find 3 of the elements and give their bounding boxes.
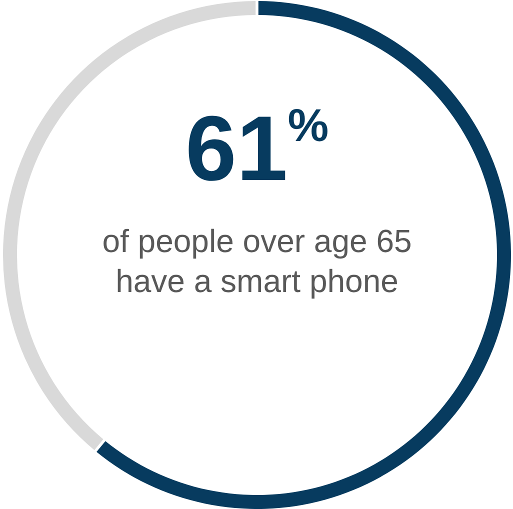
donut-slice	[96, 1, 511, 509]
data-label: 61$^{%}$	[185, 98, 329, 200]
text: of people over age 65 have a smart phone	[102, 223, 412, 299]
